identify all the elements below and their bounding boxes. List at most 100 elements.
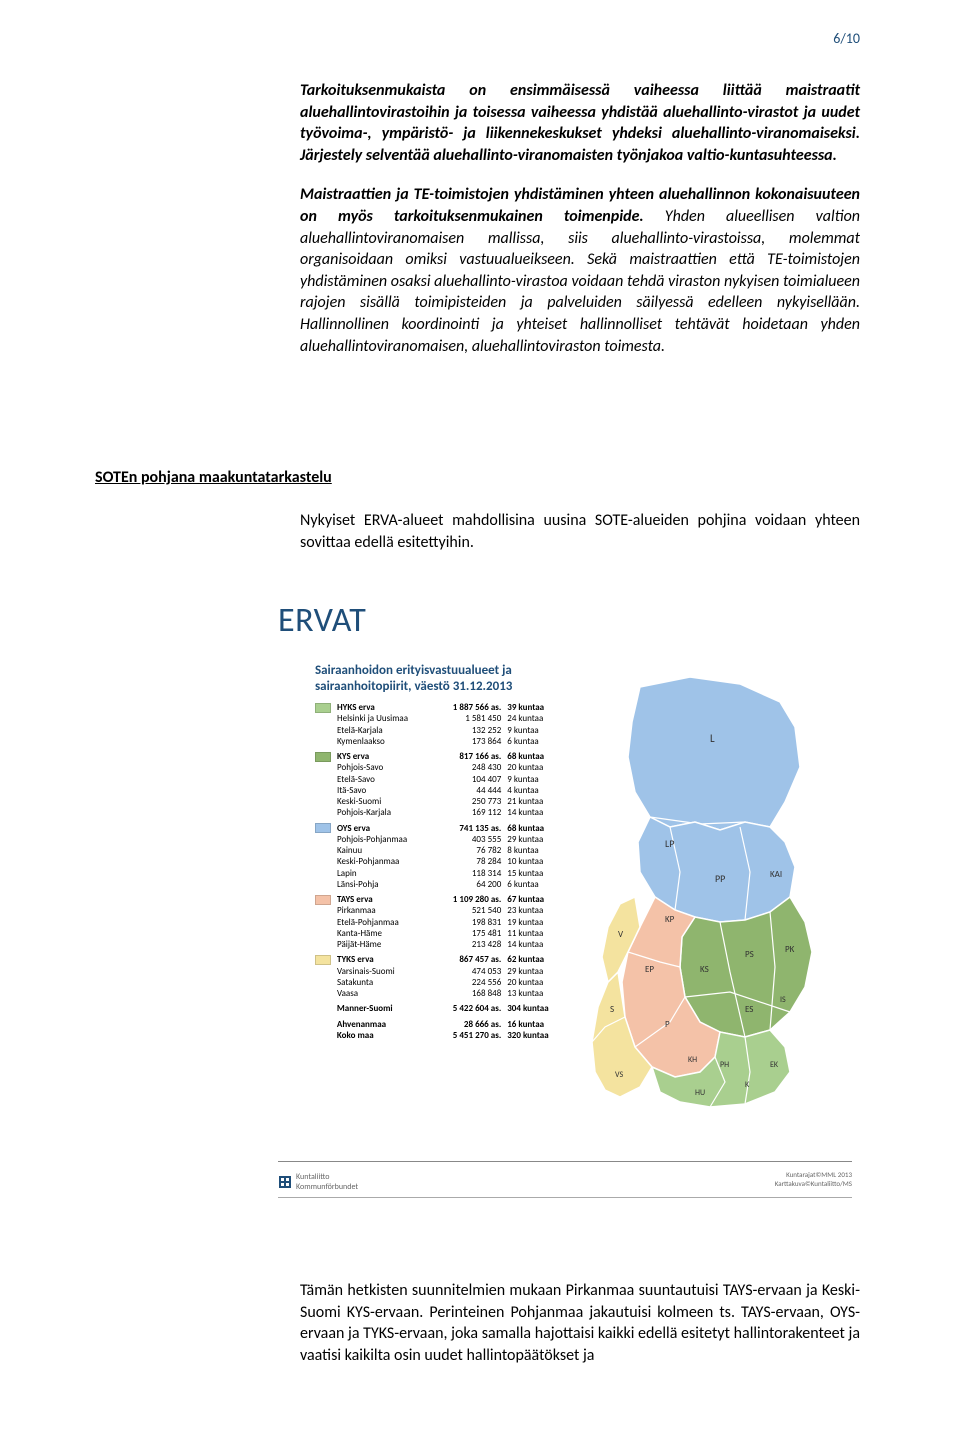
sub-kuntaa: 23 kuntaa <box>507 905 565 916</box>
erva-population: 1 887 566 as. <box>432 702 502 713</box>
sub-kuntaa: 15 kuntaa <box>507 868 565 879</box>
sub-name: Helsinki ja Uusimaa <box>337 713 432 724</box>
erva-sub-row: Keski-Pohjanmaa 78 284 10 kuntaa <box>337 856 565 867</box>
sub-kuntaa: 14 kuntaa <box>507 939 565 950</box>
sub-kuntaa: 4 kuntaa <box>507 785 565 796</box>
erva-sub-row: Kymenlaakso 173 864 6 kuntaa <box>337 736 565 747</box>
svg-text:KAI: KAI <box>770 869 782 880</box>
sub-name: Päijät-Häme <box>337 939 432 950</box>
total-kuntaa: 16 kuntaa <box>507 1019 565 1030</box>
erva-name: KYS erva <box>337 751 432 762</box>
sub-name: Pirkanmaa <box>337 905 432 916</box>
erva-group-row: KYS erva 817 166 as. 68 kuntaa <box>315 751 565 762</box>
svg-text:KH: KH <box>688 1055 697 1065</box>
erva-sub-row: Itä-Savo 44 444 4 kuntaa <box>337 785 565 796</box>
main-content-mid: Nykyiset ERVA-alueet mahdollisina uusina… <box>300 510 860 571</box>
svg-text:HU: HU <box>695 1088 705 1098</box>
sub-population: 168 848 <box>432 988 502 999</box>
sub-name: Varsinais-Suomi <box>337 966 432 977</box>
erva-sub-row: Kanta-Häme 175 481 11 kuntaa <box>337 928 565 939</box>
erva-population: 741 135 as. <box>432 823 502 834</box>
footer-right2: Karttakuva©Kuntaliitto/MS <box>775 1179 852 1188</box>
total-population: 5 422 604 as. <box>432 1003 502 1014</box>
sub-kuntaa: 20 kuntaa <box>507 762 565 773</box>
sub-kuntaa: 14 kuntaa <box>507 807 565 818</box>
sub-name: Kymenlaakso <box>337 736 432 747</box>
erva-kuntaa: 67 kuntaa <box>507 894 565 905</box>
svg-text:EP: EP <box>645 964 654 975</box>
total-name: Koko maa <box>337 1030 432 1041</box>
erva-group-row: HYKS erva 1 887 566 as. 39 kuntaa <box>315 702 565 713</box>
erva-population: 1 109 280 as. <box>432 894 502 905</box>
sub-name: Pohjois-Pohjanmaa <box>337 834 432 845</box>
erva-kuntaa: 39 kuntaa <box>507 702 565 713</box>
sub-population: 169 112 <box>432 807 502 818</box>
ervat-footer-left: Kuntaliitto Kommunförbundet <box>278 1172 358 1192</box>
svg-text:LP: LP <box>665 837 674 850</box>
sub-kuntaa: 9 kuntaa <box>507 774 565 785</box>
erva-sub-row: Varsinais-Suomi 474 053 29 kuntaa <box>337 966 565 977</box>
total-kuntaa: 320 kuntaa <box>507 1030 565 1041</box>
sub-kuntaa: 10 kuntaa <box>507 856 565 867</box>
sub-kuntaa: 20 kuntaa <box>507 977 565 988</box>
color-swatch <box>315 703 331 713</box>
erva-sub-row: Länsi-Pohja 64 200 6 kuntaa <box>337 879 565 890</box>
main-content-top: Tarkoituksenmukaista on ensimmäisessä va… <box>300 80 860 375</box>
sub-name: Etelä-Pohjanmaa <box>337 917 432 928</box>
erva-sub-row: Pohjois-Savo 248 430 20 kuntaa <box>337 762 565 773</box>
ervat-footer-right: Kuntarajat©MML 2013 Karttakuva©Kuntaliit… <box>775 1171 852 1188</box>
paragraph-3: Nykyiset ERVA-alueet mahdollisina uusina… <box>300 510 860 553</box>
ervat-table: HYKS erva 1 887 566 as. 39 kuntaaHelsink… <box>315 702 565 1041</box>
footer-kuntaliitto: Kuntaliitto <box>296 1172 330 1182</box>
sub-kuntaa: 24 kuntaa <box>507 713 565 724</box>
section-heading: SOTEn pohjana maakuntatarkastelu <box>95 468 332 487</box>
kuntaliitto-logo-icon <box>278 1175 292 1189</box>
erva-kuntaa: 62 kuntaa <box>507 954 565 965</box>
paragraph-1: Tarkoituksenmukaista on ensimmäisessä va… <box>300 80 860 166</box>
sub-kuntaa: 8 kuntaa <box>507 845 565 856</box>
total-kuntaa: 304 kuntaa <box>507 1003 565 1014</box>
erva-total-row: Manner-Suomi 5 422 604 as. 304 kuntaa <box>315 1003 565 1014</box>
total-name: Manner-Suomi <box>337 1003 432 1014</box>
erva-population: 867 457 as. <box>432 954 502 965</box>
bottom-paragraph: Tämän hetkisten suunnitelmien mukaan Pir… <box>300 1280 860 1366</box>
color-swatch <box>315 823 331 833</box>
erva-population: 817 166 as. <box>432 751 502 762</box>
erva-name: TAYS erva <box>337 894 432 905</box>
svg-text:PK: PK <box>785 944 795 955</box>
erva-sub-row: Etelä-Pohjanmaa 198 831 19 kuntaa <box>337 917 565 928</box>
erva-sub-row: Helsinki ja Uusimaa 1 581 450 24 kuntaa <box>337 713 565 724</box>
svg-text:VS: VS <box>615 1070 623 1080</box>
sub-kuntaa: 6 kuntaa <box>507 736 565 747</box>
erva-name: OYS erva <box>337 823 432 834</box>
sub-population: 224 556 <box>432 977 502 988</box>
sub-kuntaa: 19 kuntaa <box>507 917 565 928</box>
color-swatch <box>315 955 331 965</box>
color-swatch <box>315 895 331 905</box>
sub-name: Kanta-Häme <box>337 928 432 939</box>
svg-text:ES: ES <box>745 1004 753 1015</box>
total-name: Ahvenanmaa <box>337 1019 432 1030</box>
ervat-infographic: ERVAT Sairaanhoidon erityisvastuualueet … <box>260 590 870 1210</box>
sub-kuntaa: 9 kuntaa <box>507 725 565 736</box>
sub-name: Itä-Savo <box>337 785 432 796</box>
sub-name: Satakunta <box>337 977 432 988</box>
erva-name: HYKS erva <box>337 702 432 713</box>
erva-sub-row: Satakunta 224 556 20 kuntaa <box>337 977 565 988</box>
total-population: 28 666 as. <box>432 1019 502 1030</box>
footer-kommun: Kommunförbundet <box>296 1182 358 1192</box>
sub-name: Etelä-Karjala <box>337 725 432 736</box>
ervat-sub2: sairaanhoitopiirit, väestö 31.12.2013 <box>315 679 512 694</box>
sub-population: 248 430 <box>432 762 502 773</box>
erva-sub-row: Pirkanmaa 521 540 23 kuntaa <box>337 905 565 916</box>
erva-sub-row: Lapin 118 314 15 kuntaa <box>337 868 565 879</box>
sub-name: Länsi-Pohja <box>337 879 432 890</box>
sub-name: Pohjois-Karjala <box>337 807 432 818</box>
erva-total-row: Ahvenanmaa 28 666 as. 16 kuntaa <box>315 1019 565 1030</box>
erva-group-row: TAYS erva 1 109 280 as. 67 kuntaa <box>315 894 565 905</box>
sub-kuntaa: 13 kuntaa <box>507 988 565 999</box>
divider-line-bottom <box>278 1197 852 1198</box>
sub-name: Kainuu <box>337 845 432 856</box>
sub-name: Keski-Suomi <box>337 796 432 807</box>
svg-text:IS: IS <box>780 995 786 1005</box>
